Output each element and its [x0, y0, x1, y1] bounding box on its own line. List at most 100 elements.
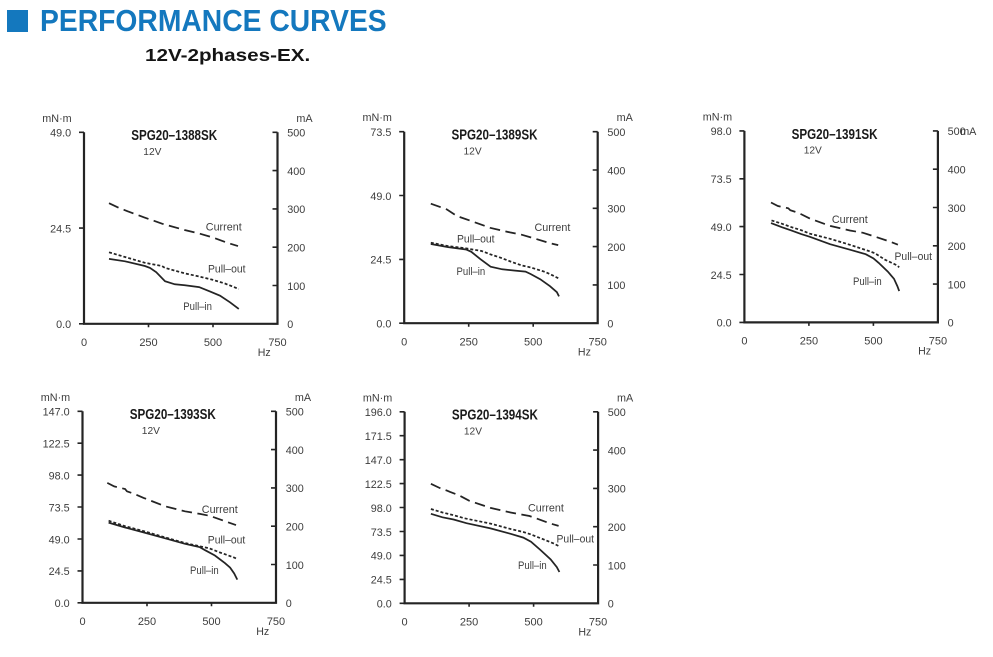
svg-text:Hz: Hz — [256, 626, 269, 638]
svg-text:0: 0 — [607, 319, 613, 331]
svg-text:500: 500 — [607, 127, 625, 139]
svg-text:147.0: 147.0 — [365, 455, 392, 467]
svg-text:12V: 12V — [464, 427, 482, 438]
svg-text:Pull–out: Pull–out — [557, 533, 595, 545]
svg-text:0: 0 — [79, 616, 85, 628]
svg-text:Hz: Hz — [578, 347, 591, 359]
svg-text:200: 200 — [607, 242, 625, 254]
svg-text:171.5: 171.5 — [365, 431, 392, 443]
svg-text:100: 100 — [286, 560, 304, 572]
svg-text:Pull–out: Pull–out — [208, 535, 246, 547]
svg-text:250: 250 — [139, 337, 157, 349]
svg-text:Pull–out: Pull–out — [208, 263, 246, 275]
svg-text:24.5: 24.5 — [370, 255, 391, 267]
svg-text:300: 300 — [608, 484, 626, 496]
svg-text:Pull–in: Pull–in — [853, 276, 882, 288]
svg-text:200: 200 — [608, 522, 626, 534]
svg-text:Pull–out: Pull–out — [895, 251, 933, 263]
svg-text:0: 0 — [81, 337, 87, 349]
svg-text:Pull–in: Pull–in — [183, 301, 212, 313]
svg-text:SPG20–1393SK: SPG20–1393SK — [130, 406, 216, 423]
svg-text:mN·m: mN·m — [703, 111, 732, 123]
svg-text:400: 400 — [948, 165, 966, 177]
svg-text:24.5: 24.5 — [50, 223, 71, 235]
svg-text:400: 400 — [608, 445, 626, 457]
svg-text:0: 0 — [608, 599, 614, 611]
svg-text:750: 750 — [589, 617, 607, 629]
svg-text:24.5: 24.5 — [711, 270, 732, 282]
svg-text:250: 250 — [460, 336, 478, 348]
svg-text:0: 0 — [401, 336, 407, 348]
svg-text:Hz: Hz — [578, 627, 591, 639]
svg-text:SPG20–1394SK: SPG20–1394SK — [452, 407, 538, 424]
svg-text:mA: mA — [617, 112, 634, 124]
svg-text:147.0: 147.0 — [43, 407, 70, 419]
svg-text:mA: mA — [295, 392, 312, 404]
svg-text:49.0: 49.0 — [49, 534, 70, 546]
svg-text:0: 0 — [287, 319, 293, 331]
svg-text:98.0: 98.0 — [371, 503, 392, 515]
svg-text:73.5: 73.5 — [711, 174, 732, 186]
svg-text:500: 500 — [524, 336, 542, 348]
svg-text:12V: 12V — [143, 147, 161, 158]
svg-text:0: 0 — [741, 336, 747, 348]
svg-text:98.0: 98.0 — [711, 126, 732, 138]
svg-text:Pull–in: Pull–in — [518, 560, 547, 572]
svg-text:0: 0 — [402, 617, 408, 629]
svg-text:12V: 12V — [464, 147, 482, 158]
svg-text:73.5: 73.5 — [370, 127, 391, 139]
svg-text:0.0: 0.0 — [717, 318, 732, 330]
svg-text:0.0: 0.0 — [55, 598, 70, 610]
svg-text:73.5: 73.5 — [371, 527, 392, 539]
svg-text:750: 750 — [589, 336, 607, 348]
svg-text:300: 300 — [607, 204, 625, 216]
svg-text:500: 500 — [204, 337, 222, 349]
svg-text:750: 750 — [929, 336, 947, 348]
svg-text:122.5: 122.5 — [365, 479, 392, 491]
svg-text:24.5: 24.5 — [49, 566, 70, 578]
svg-text:100: 100 — [287, 281, 305, 293]
svg-text:500: 500 — [286, 407, 304, 419]
svg-text:Current: Current — [535, 222, 571, 234]
svg-text:100: 100 — [948, 279, 966, 291]
svg-text:300: 300 — [286, 483, 304, 495]
svg-text:mA: mA — [296, 113, 313, 125]
svg-text:500: 500 — [287, 128, 305, 140]
svg-text:0.0: 0.0 — [376, 319, 391, 331]
svg-text:mN·m: mN·m — [42, 113, 71, 125]
svg-text:0: 0 — [948, 318, 954, 330]
svg-text:400: 400 — [607, 165, 625, 177]
svg-text:196.0: 196.0 — [365, 407, 392, 419]
svg-text:12V: 12V — [804, 146, 822, 157]
svg-text:SPG20–1388SK: SPG20–1388SK — [131, 127, 217, 144]
svg-text:250: 250 — [800, 336, 818, 348]
svg-text:500: 500 — [524, 617, 542, 629]
svg-text:73.5: 73.5 — [49, 502, 70, 514]
svg-text:Pull–in: Pull–in — [457, 266, 486, 278]
svg-text:Current: Current — [206, 222, 242, 234]
svg-text:100: 100 — [607, 280, 625, 292]
svg-text:0.0: 0.0 — [56, 319, 71, 331]
svg-text:500: 500 — [202, 616, 220, 628]
svg-text:Hz: Hz — [918, 346, 931, 358]
svg-text:300: 300 — [948, 203, 966, 215]
svg-text:Current: Current — [832, 214, 868, 226]
svg-text:Pull–out: Pull–out — [457, 233, 495, 245]
svg-text:mN·m: mN·m — [363, 392, 392, 404]
svg-text:12V: 12V — [142, 426, 160, 437]
svg-text:SPG20–1389SK: SPG20–1389SK — [452, 127, 538, 144]
svg-text:200: 200 — [287, 243, 305, 255]
svg-text:49.0: 49.0 — [50, 128, 71, 140]
svg-text:750: 750 — [267, 616, 285, 628]
svg-text:Hz: Hz — [258, 347, 271, 359]
svg-text:200: 200 — [286, 522, 304, 534]
svg-text:mN·m: mN·m — [363, 112, 392, 124]
svg-text:250: 250 — [138, 616, 156, 628]
svg-text:49.0: 49.0 — [370, 191, 391, 203]
svg-text:49.0: 49.0 — [371, 551, 392, 563]
svg-text:750: 750 — [268, 337, 286, 349]
svg-text:200: 200 — [948, 241, 966, 253]
svg-text:250: 250 — [460, 617, 478, 629]
svg-text:mN·m: mN·m — [41, 392, 70, 404]
svg-text:500: 500 — [948, 126, 966, 138]
